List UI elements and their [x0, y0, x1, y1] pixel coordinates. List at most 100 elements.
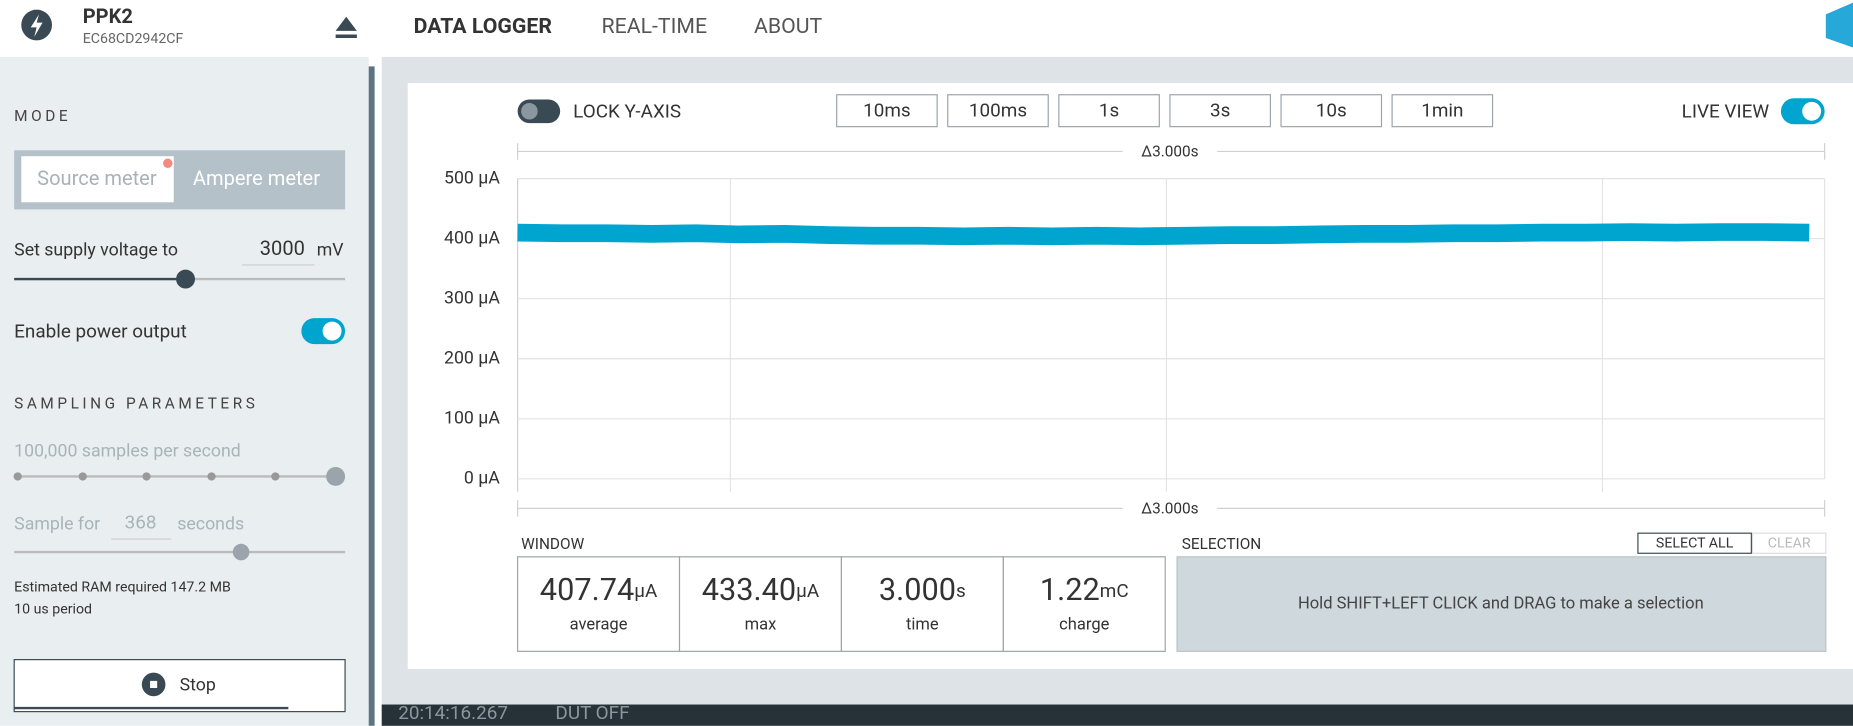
- status-dut: DUT OFF: [555, 701, 629, 724]
- status-bar: [381, 704, 1853, 726]
- ram-estimate: Estimated RAM required 147.2 MB: [14, 579, 231, 595]
- window-button[interactable]: [947, 94, 1049, 128]
- window-button-label: 1min: [1421, 98, 1463, 121]
- device-name: PPK2: [83, 4, 133, 28]
- toggle-knob: [322, 321, 342, 341]
- window-button[interactable]: [1058, 94, 1160, 128]
- sample-for-label: Sample for: [14, 515, 100, 535]
- stop-button[interactable]: [13, 659, 346, 713]
- y-tick-label: 0 µA: [464, 468, 500, 488]
- window-button[interactable]: [1169, 94, 1271, 128]
- stat-number: 407.74: [540, 571, 634, 608]
- nav-tab[interactable]: ABOUT: [754, 14, 823, 39]
- window-button[interactable]: [1391, 94, 1494, 128]
- device-serial: EC68CD2942CF: [83, 31, 184, 47]
- stat-number: 1.22: [1040, 571, 1100, 608]
- stat-value: 1.22mC: [1040, 571, 1129, 608]
- stat-value: 407.74µA: [540, 571, 658, 608]
- slider-dot: [78, 472, 87, 481]
- stop-label: Stop: [180, 675, 216, 695]
- stat-label: time: [906, 616, 939, 635]
- mode-label: Source meter: [37, 166, 157, 190]
- lock-label: LOCK Y-AXIS: [573, 99, 681, 122]
- window-delta: Δ3.000s: [1141, 143, 1198, 161]
- stat-box: [840, 556, 1004, 652]
- nav-tab[interactable]: DATA LOGGER: [414, 14, 553, 39]
- voltage-label: Set supply voltage to: [14, 240, 178, 260]
- status-time: 20:14:16.267: [398, 701, 508, 724]
- stat-number: 3.000: [879, 571, 956, 608]
- window-button-label: 100ms: [969, 98, 1027, 121]
- slider-dot: [207, 472, 216, 481]
- mode-label[interactable]: Ampere meter: [193, 166, 320, 190]
- stat-value: 3.000s: [879, 571, 966, 608]
- y-tick-label: 300 µA: [444, 288, 500, 308]
- mode-button[interactable]: [21, 156, 174, 203]
- window-buttons: 10ms 100ms 1s 3s 10s 1min: [836, 94, 1494, 128]
- stat-unit: µA: [796, 579, 820, 602]
- clear-label: CLEAR: [1768, 536, 1811, 552]
- y-tick-label: 200 µA: [444, 348, 500, 368]
- current-trace: [517, 223, 1810, 246]
- slider-dot: [13, 472, 22, 481]
- stat-label: average: [570, 616, 628, 635]
- voltage-input[interactable]: 3000: [260, 236, 305, 260]
- selection-hint: Hold SHIFT+LEFT CLICK and DRAG to make a…: [1298, 594, 1704, 613]
- brand-mark: [1825, 2, 1853, 48]
- window-delta: Δ3.000s: [1141, 500, 1198, 518]
- toggle-knob: [1802, 101, 1822, 121]
- stat-label: charge: [1059, 616, 1109, 635]
- top-bar: [0, 0, 1853, 57]
- stat-unit: µA: [634, 579, 658, 602]
- stat-value: 433.40µA: [702, 571, 820, 608]
- toggle-knob: [521, 103, 538, 120]
- select-all-label: SELECT ALL: [1656, 536, 1734, 552]
- stat-box: [1002, 556, 1166, 652]
- selection-box: [1176, 556, 1827, 652]
- slider-thumb[interactable]: [176, 269, 195, 289]
- window-button-label: 1s: [1099, 98, 1119, 121]
- clear-button[interactable]: [1751, 532, 1827, 554]
- period: 10 us period: [14, 602, 92, 618]
- slider-thumb[interactable]: [326, 466, 346, 486]
- live-label: LIVE VIEW: [1682, 99, 1770, 122]
- nav-tab[interactable]: REAL-TIME: [602, 14, 708, 39]
- power-label: Enable power output: [14, 319, 187, 342]
- y-tick-label: 400 µA: [444, 228, 500, 248]
- select-all-button[interactable]: [1637, 532, 1752, 554]
- stat-box: [678, 556, 843, 652]
- y-tick-label: 500 µA: [444, 168, 500, 188]
- stat-unit: s: [956, 579, 966, 602]
- stat-label: max: [745, 616, 777, 635]
- sample-rate: 100,000 samples per second: [14, 441, 241, 461]
- section-title: SAMPLING PARAMETERS: [14, 394, 258, 412]
- label-bg: [1122, 140, 1218, 163]
- slider-dot: [271, 472, 280, 481]
- eject-icon[interactable]: [335, 16, 357, 39]
- scrollbar: [368, 66, 375, 726]
- window-button[interactable]: [1280, 94, 1383, 128]
- slider-thumb[interactable]: [232, 543, 250, 561]
- slider-dot: [142, 472, 151, 481]
- plot: 0 µA 100 µA 200 µA 300 µA 400 µA 500 µA: [444, 168, 1825, 489]
- logo-bolt: [30, 14, 43, 37]
- window-button-label: 10ms: [863, 98, 911, 121]
- duration-input[interactable]: 368: [125, 511, 157, 534]
- duration-unit: seconds: [177, 515, 244, 535]
- voltage-unit: mV: [317, 240, 345, 260]
- section-title: MODE: [14, 107, 71, 125]
- selection-title: SELECTION: [1182, 535, 1262, 553]
- stop-icon-square: [150, 680, 158, 688]
- stats: 407.74µAaverage433.40µAmax3.000stime1.22…: [517, 556, 1166, 652]
- stat-unit: mC: [1100, 579, 1129, 602]
- window-button-label: 10s: [1316, 98, 1347, 121]
- stats-title: WINDOW: [521, 535, 584, 553]
- y-tick-label: 100 µA: [444, 408, 500, 428]
- label-bg: [1122, 497, 1218, 519]
- window-button-label: 3s: [1210, 98, 1230, 121]
- mode-dot: [163, 158, 173, 169]
- window-button[interactable]: [836, 94, 938, 128]
- stat-number: 433.40: [702, 571, 796, 608]
